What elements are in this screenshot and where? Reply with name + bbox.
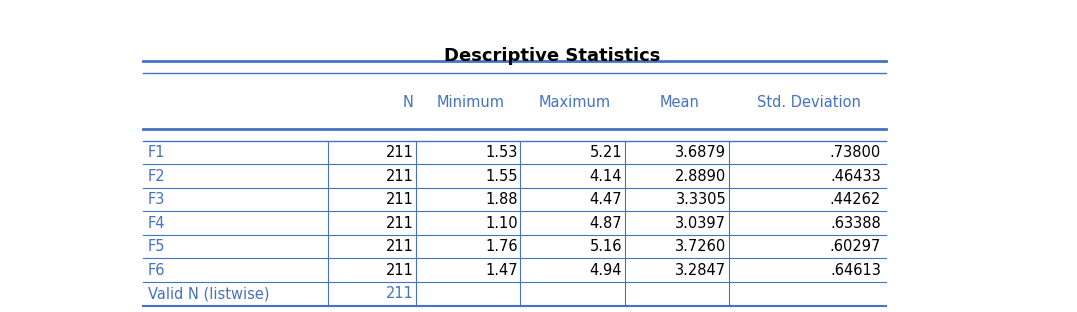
Text: 3.2847: 3.2847 xyxy=(675,263,726,278)
Text: 5.16: 5.16 xyxy=(589,239,623,254)
Text: 1.10: 1.10 xyxy=(485,216,518,231)
Text: F4: F4 xyxy=(148,216,166,231)
Text: 4.94: 4.94 xyxy=(589,263,623,278)
Text: .44262: .44262 xyxy=(829,192,881,207)
Text: 5.21: 5.21 xyxy=(589,145,623,160)
Text: .60297: .60297 xyxy=(829,239,881,254)
Text: 211: 211 xyxy=(386,168,414,183)
Text: N: N xyxy=(403,95,414,110)
Text: 3.7260: 3.7260 xyxy=(675,239,726,254)
Text: F5: F5 xyxy=(148,239,166,254)
Text: F6: F6 xyxy=(148,263,166,278)
Text: 3.0397: 3.0397 xyxy=(675,216,726,231)
Text: .46433: .46433 xyxy=(830,168,881,183)
Text: Valid N (listwise): Valid N (listwise) xyxy=(148,286,269,301)
Text: 211: 211 xyxy=(386,286,414,301)
Text: .63388: .63388 xyxy=(830,216,881,231)
Text: Descriptive Statistics: Descriptive Statistics xyxy=(444,47,660,65)
Text: 4.14: 4.14 xyxy=(589,168,623,183)
Text: 211: 211 xyxy=(386,239,414,254)
Text: 211: 211 xyxy=(386,145,414,160)
Text: 1.53: 1.53 xyxy=(486,145,518,160)
Text: Std. Deviation: Std. Deviation xyxy=(757,95,861,110)
Text: Maximum: Maximum xyxy=(538,95,611,110)
Text: 211: 211 xyxy=(386,263,414,278)
Text: .73800: .73800 xyxy=(829,145,881,160)
Text: F1: F1 xyxy=(148,145,166,160)
Text: 4.47: 4.47 xyxy=(589,192,623,207)
Text: 211: 211 xyxy=(386,192,414,207)
Text: 1.76: 1.76 xyxy=(485,239,518,254)
Text: F2: F2 xyxy=(148,168,166,183)
Text: 4.87: 4.87 xyxy=(589,216,623,231)
Text: 1.55: 1.55 xyxy=(486,168,518,183)
Text: F3: F3 xyxy=(148,192,166,207)
Text: Mean: Mean xyxy=(659,95,699,110)
Text: 2.8890: 2.8890 xyxy=(675,168,726,183)
Text: 3.6879: 3.6879 xyxy=(675,145,726,160)
Text: .64613: .64613 xyxy=(830,263,881,278)
Text: 1.88: 1.88 xyxy=(486,192,518,207)
Text: 3.3305: 3.3305 xyxy=(675,192,726,207)
Text: 1.47: 1.47 xyxy=(485,263,518,278)
Text: Minimum: Minimum xyxy=(436,95,505,110)
Text: 211: 211 xyxy=(386,216,414,231)
